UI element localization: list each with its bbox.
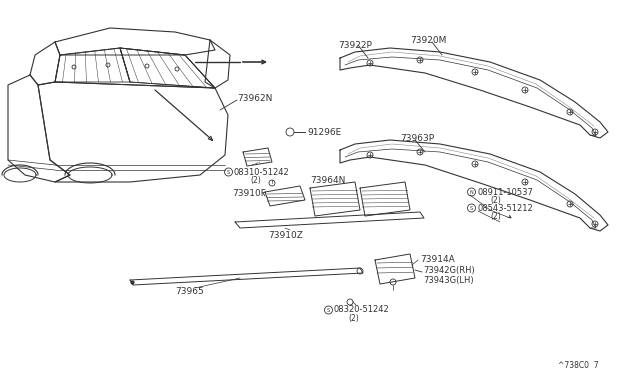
Text: 73910Z: 73910Z xyxy=(268,231,303,240)
Text: ^738C0  7: ^738C0 7 xyxy=(558,360,598,369)
Text: (2): (2) xyxy=(250,176,260,185)
Text: 73964N: 73964N xyxy=(310,176,346,185)
Text: 08543-51212: 08543-51212 xyxy=(478,203,534,212)
Text: N: N xyxy=(470,189,474,195)
Text: (2): (2) xyxy=(348,314,359,323)
Text: 08911-10537: 08911-10537 xyxy=(478,187,534,196)
Text: 08320-51242: 08320-51242 xyxy=(334,305,390,314)
Text: 91296E: 91296E xyxy=(307,128,341,137)
Text: S: S xyxy=(227,170,230,174)
Text: 73910F: 73910F xyxy=(232,189,266,198)
Text: 73943G(LH): 73943G(LH) xyxy=(423,276,474,285)
Text: (2): (2) xyxy=(490,212,500,221)
Text: (2): (2) xyxy=(490,196,500,205)
Text: 73914A: 73914A xyxy=(420,256,455,264)
Text: S: S xyxy=(470,205,473,211)
Text: 73922P: 73922P xyxy=(338,41,372,49)
Text: 73920M: 73920M xyxy=(410,35,446,45)
Text: 73965: 73965 xyxy=(175,288,204,296)
Text: 73963P: 73963P xyxy=(400,134,434,142)
Text: S: S xyxy=(327,308,330,312)
Text: 08310-51242: 08310-51242 xyxy=(234,167,290,176)
Text: 73962N: 73962N xyxy=(237,93,273,103)
Text: 73942G(RH): 73942G(RH) xyxy=(423,266,475,275)
